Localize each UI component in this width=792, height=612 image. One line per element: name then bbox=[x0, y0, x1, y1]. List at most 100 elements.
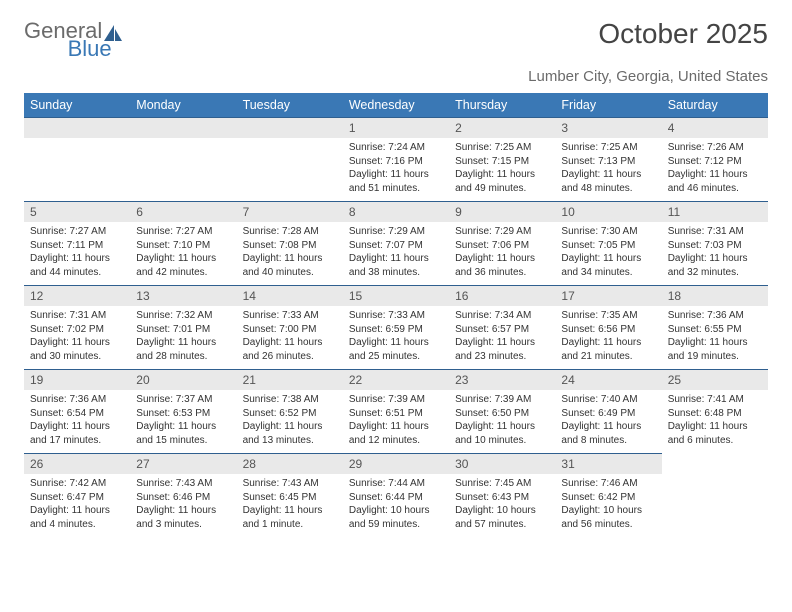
sunrise-text: Sunrise: 7:42 AM bbox=[30, 477, 124, 491]
sunset-text: Sunset: 6:55 PM bbox=[668, 323, 762, 337]
day-cell: 15Sunrise: 7:33 AMSunset: 6:59 PMDayligh… bbox=[343, 285, 449, 369]
page-title: October 2025 bbox=[598, 18, 768, 50]
daylight-text: Daylight: 10 hours and 59 minutes. bbox=[349, 504, 443, 531]
sunset-text: Sunset: 6:53 PM bbox=[136, 407, 230, 421]
day-details: Sunrise: 7:45 AMSunset: 6:43 PMDaylight:… bbox=[449, 474, 555, 535]
day-details: Sunrise: 7:29 AMSunset: 7:07 PMDaylight:… bbox=[343, 222, 449, 283]
daylight-text: Daylight: 10 hours and 56 minutes. bbox=[561, 504, 655, 531]
sunrise-text: Sunrise: 7:44 AM bbox=[349, 477, 443, 491]
sunrise-text: Sunrise: 7:25 AM bbox=[455, 141, 549, 155]
sunrise-text: Sunrise: 7:26 AM bbox=[668, 141, 762, 155]
sunset-text: Sunset: 7:07 PM bbox=[349, 239, 443, 253]
day-cell: 28Sunrise: 7:43 AMSunset: 6:45 PMDayligh… bbox=[237, 453, 343, 537]
day-cell: 14Sunrise: 7:33 AMSunset: 7:00 PMDayligh… bbox=[237, 285, 343, 369]
sunrise-text: Sunrise: 7:43 AM bbox=[243, 477, 337, 491]
day-cell: 23Sunrise: 7:39 AMSunset: 6:50 PMDayligh… bbox=[449, 369, 555, 453]
day-number: 16 bbox=[449, 285, 555, 306]
day-details: Sunrise: 7:43 AMSunset: 6:45 PMDaylight:… bbox=[237, 474, 343, 535]
day-number: 14 bbox=[237, 285, 343, 306]
daylight-text: Daylight: 11 hours and 30 minutes. bbox=[30, 336, 124, 363]
sunset-text: Sunset: 7:05 PM bbox=[561, 239, 655, 253]
day-cell: 9Sunrise: 7:29 AMSunset: 7:06 PMDaylight… bbox=[449, 201, 555, 285]
day-details: Sunrise: 7:33 AMSunset: 7:00 PMDaylight:… bbox=[237, 306, 343, 367]
calendar-head: SundayMondayTuesdayWednesdayThursdayFrid… bbox=[24, 93, 768, 117]
day-cell: 7Sunrise: 7:28 AMSunset: 7:08 PMDaylight… bbox=[237, 201, 343, 285]
day-cell: 22Sunrise: 7:39 AMSunset: 6:51 PMDayligh… bbox=[343, 369, 449, 453]
day-details: Sunrise: 7:39 AMSunset: 6:50 PMDaylight:… bbox=[449, 390, 555, 451]
day-number: 11 bbox=[662, 201, 768, 222]
day-details: Sunrise: 7:32 AMSunset: 7:01 PMDaylight:… bbox=[130, 306, 236, 367]
daylight-text: Daylight: 11 hours and 34 minutes. bbox=[561, 252, 655, 279]
day-header: Saturday bbox=[662, 93, 768, 117]
day-details: Sunrise: 7:28 AMSunset: 7:08 PMDaylight:… bbox=[237, 222, 343, 283]
sunrise-text: Sunrise: 7:39 AM bbox=[455, 393, 549, 407]
day-cell: 31Sunrise: 7:46 AMSunset: 6:42 PMDayligh… bbox=[555, 453, 661, 537]
day-details: Sunrise: 7:31 AMSunset: 7:03 PMDaylight:… bbox=[662, 222, 768, 283]
day-number: 28 bbox=[237, 453, 343, 474]
day-cell: 27Sunrise: 7:43 AMSunset: 6:46 PMDayligh… bbox=[130, 453, 236, 537]
daylight-text: Daylight: 11 hours and 21 minutes. bbox=[561, 336, 655, 363]
day-details: Sunrise: 7:30 AMSunset: 7:05 PMDaylight:… bbox=[555, 222, 661, 283]
day-number: 18 bbox=[662, 285, 768, 306]
calendar-page: General October 2025 Gen Blue Lumber Cit… bbox=[0, 0, 792, 549]
day-details: Sunrise: 7:38 AMSunset: 6:52 PMDaylight:… bbox=[237, 390, 343, 451]
daylight-text: Daylight: 11 hours and 12 minutes. bbox=[349, 420, 443, 447]
day-cell: 6Sunrise: 7:27 AMSunset: 7:10 PMDaylight… bbox=[130, 201, 236, 285]
sunrise-text: Sunrise: 7:37 AM bbox=[136, 393, 230, 407]
daylight-text: Daylight: 11 hours and 10 minutes. bbox=[455, 420, 549, 447]
sunset-text: Sunset: 6:48 PM bbox=[668, 407, 762, 421]
day-details: Sunrise: 7:26 AMSunset: 7:12 PMDaylight:… bbox=[662, 138, 768, 199]
daylight-text: Daylight: 11 hours and 48 minutes. bbox=[561, 168, 655, 195]
sunrise-text: Sunrise: 7:46 AM bbox=[561, 477, 655, 491]
day-number: 31 bbox=[555, 453, 661, 474]
empty-daybar bbox=[237, 117, 343, 138]
day-details: Sunrise: 7:40 AMSunset: 6:49 PMDaylight:… bbox=[555, 390, 661, 451]
day-details: Sunrise: 7:35 AMSunset: 6:56 PMDaylight:… bbox=[555, 306, 661, 367]
sunset-text: Sunset: 6:51 PM bbox=[349, 407, 443, 421]
sunset-text: Sunset: 7:10 PM bbox=[136, 239, 230, 253]
week-row: 1Sunrise: 7:24 AMSunset: 7:16 PMDaylight… bbox=[24, 117, 768, 201]
sunset-text: Sunset: 6:46 PM bbox=[136, 491, 230, 505]
sunrise-text: Sunrise: 7:35 AM bbox=[561, 309, 655, 323]
day-cell: 19Sunrise: 7:36 AMSunset: 6:54 PMDayligh… bbox=[24, 369, 130, 453]
daylight-text: Daylight: 11 hours and 38 minutes. bbox=[349, 252, 443, 279]
sunset-text: Sunset: 7:11 PM bbox=[30, 239, 124, 253]
day-number: 12 bbox=[24, 285, 130, 306]
daylight-text: Daylight: 11 hours and 8 minutes. bbox=[561, 420, 655, 447]
sunrise-text: Sunrise: 7:33 AM bbox=[243, 309, 337, 323]
daylight-text: Daylight: 11 hours and 49 minutes. bbox=[455, 168, 549, 195]
sunset-text: Sunset: 7:01 PM bbox=[136, 323, 230, 337]
day-number: 22 bbox=[343, 369, 449, 390]
day-cell: 5Sunrise: 7:27 AMSunset: 7:11 PMDaylight… bbox=[24, 201, 130, 285]
sunset-text: Sunset: 6:44 PM bbox=[349, 491, 443, 505]
day-details: Sunrise: 7:24 AMSunset: 7:16 PMDaylight:… bbox=[343, 138, 449, 199]
day-cell: 18Sunrise: 7:36 AMSunset: 6:55 PMDayligh… bbox=[662, 285, 768, 369]
daylight-text: Daylight: 11 hours and 28 minutes. bbox=[136, 336, 230, 363]
sunrise-text: Sunrise: 7:30 AM bbox=[561, 225, 655, 239]
week-row: 5Sunrise: 7:27 AMSunset: 7:11 PMDaylight… bbox=[24, 201, 768, 285]
day-cell: 21Sunrise: 7:38 AMSunset: 6:52 PMDayligh… bbox=[237, 369, 343, 453]
day-details: Sunrise: 7:33 AMSunset: 6:59 PMDaylight:… bbox=[343, 306, 449, 367]
calendar-body: 1Sunrise: 7:24 AMSunset: 7:16 PMDaylight… bbox=[24, 117, 768, 537]
daylight-text: Daylight: 11 hours and 15 minutes. bbox=[136, 420, 230, 447]
daylight-text: Daylight: 11 hours and 32 minutes. bbox=[668, 252, 762, 279]
day-cell: 8Sunrise: 7:29 AMSunset: 7:07 PMDaylight… bbox=[343, 201, 449, 285]
week-row: 19Sunrise: 7:36 AMSunset: 6:54 PMDayligh… bbox=[24, 369, 768, 453]
daylight-text: Daylight: 11 hours and 4 minutes. bbox=[30, 504, 124, 531]
sunset-text: Sunset: 6:45 PM bbox=[243, 491, 337, 505]
day-cell bbox=[662, 453, 768, 537]
day-details: Sunrise: 7:36 AMSunset: 6:55 PMDaylight:… bbox=[662, 306, 768, 367]
day-details: Sunrise: 7:43 AMSunset: 6:46 PMDaylight:… bbox=[130, 474, 236, 535]
day-details: Sunrise: 7:25 AMSunset: 7:13 PMDaylight:… bbox=[555, 138, 661, 199]
sunrise-text: Sunrise: 7:34 AM bbox=[455, 309, 549, 323]
day-cell: 1Sunrise: 7:24 AMSunset: 7:16 PMDaylight… bbox=[343, 117, 449, 201]
day-number: 30 bbox=[449, 453, 555, 474]
sunset-text: Sunset: 7:13 PM bbox=[561, 155, 655, 169]
day-header: Monday bbox=[130, 93, 236, 117]
day-header: Tuesday bbox=[237, 93, 343, 117]
day-number: 6 bbox=[130, 201, 236, 222]
daylight-text: Daylight: 11 hours and 40 minutes. bbox=[243, 252, 337, 279]
sunset-text: Sunset: 7:15 PM bbox=[455, 155, 549, 169]
day-details: Sunrise: 7:29 AMSunset: 7:06 PMDaylight:… bbox=[449, 222, 555, 283]
day-cell: 17Sunrise: 7:35 AMSunset: 6:56 PMDayligh… bbox=[555, 285, 661, 369]
